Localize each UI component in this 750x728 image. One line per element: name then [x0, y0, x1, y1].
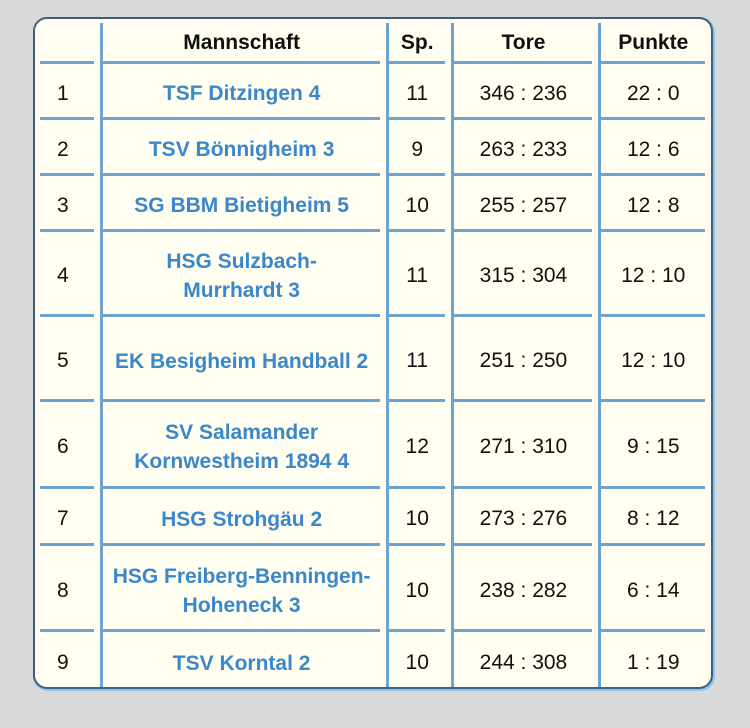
goals-cell: 273 : 276	[451, 489, 593, 546]
header-games: Sp.	[385, 23, 446, 64]
points-cell: 22 : 0	[598, 64, 705, 120]
goals-cell: 238 : 282	[451, 546, 593, 632]
points-cell: 8 : 12	[598, 489, 705, 546]
table-row: 1 TSF Ditzingen 4 11 346 : 236 22 : 0	[40, 64, 705, 120]
goals-cell: 271 : 310	[451, 402, 593, 489]
table-row: 2 TSV Bönnigheim 3 9 263 : 233 12 : 6	[40, 120, 705, 176]
standings-table: Mannschaft Sp. Tore Punkte 1 TSF Ditzing…	[35, 23, 711, 687]
games-cell: 10	[385, 632, 445, 687]
games-cell: 10	[385, 489, 446, 546]
table-row: 4 HSG Sulzbach-Murrhardt 3 11 315 : 304 …	[40, 232, 705, 317]
rank-cell: 7	[40, 489, 95, 546]
points-cell: 12 : 10	[598, 232, 705, 317]
rank-cell: 9	[57, 651, 69, 674]
table-row: 8 HSG Freiberg-Benningen-Hoheneck 3 10 2…	[40, 546, 705, 632]
team-link[interactable]: TSV Korntal 2	[100, 632, 380, 687]
goals-cell: 244 : 308	[451, 632, 592, 687]
points-cell: 12 : 10	[598, 317, 705, 402]
points-cell: 12 : 8	[598, 176, 705, 232]
team-link[interactable]: EK Besigheim Handball 2	[100, 317, 380, 402]
goals-cell: 315 : 304	[451, 232, 593, 317]
rank-cell: 5	[40, 317, 95, 402]
rank-cell: 8	[40, 546, 95, 632]
rank-cell: 3	[40, 176, 95, 232]
goals-cell: 346 : 236	[451, 64, 593, 120]
table-row: 7 HSG Strohgäu 2 10 273 : 276 8 : 12	[40, 489, 705, 546]
games-cell: 11	[385, 64, 446, 120]
games-cell: 10	[385, 176, 446, 232]
rank-cell: 1	[40, 64, 95, 120]
rank-cell: 2	[40, 120, 95, 176]
team-link[interactable]: SV Salamander Kornwestheim 1894 4	[100, 402, 380, 489]
team-link[interactable]: HSG Sulzbach-Murrhardt 3	[100, 232, 380, 317]
table-row: 3 SG BBM Bietigheim 5 10 255 : 257 12 : …	[40, 176, 705, 232]
standings-panel: Mannschaft Sp. Tore Punkte 1 TSF Ditzing…	[33, 17, 713, 689]
team-link[interactable]: HSG Strohgäu 2	[100, 489, 380, 546]
team-link[interactable]: TSV Bönnigheim 3	[100, 120, 380, 176]
header-goals: Tore	[451, 23, 593, 64]
team-link[interactable]: HSG Freiberg-Benningen-Hoheneck 3	[100, 546, 380, 632]
goals-cell: 263 : 233	[451, 120, 593, 176]
rank-cell: 4	[40, 232, 95, 317]
games-cell: 11	[385, 317, 446, 402]
table-row: 6 SV Salamander Kornwestheim 1894 4 12 2…	[40, 402, 705, 489]
header-points: Punkte	[598, 23, 705, 64]
team-link[interactable]: TSF Ditzingen 4	[100, 64, 380, 120]
goals-cell: 255 : 257	[451, 176, 593, 232]
games-cell: 10	[385, 546, 446, 632]
team-link[interactable]: SG BBM Bietigheim 5	[100, 176, 380, 232]
rank-cell: 6	[40, 402, 95, 489]
table-row: 9 TSV Korntal 2 10 244 : 308 1 : 19	[40, 632, 705, 687]
goals-cell: 251 : 250	[451, 317, 593, 402]
points-cell: 12 : 6	[598, 120, 705, 176]
table-row: 5 EK Besigheim Handball 2 11 251 : 250 1…	[40, 317, 705, 402]
games-cell: 9	[385, 120, 446, 176]
header-row: Mannschaft Sp. Tore Punkte	[40, 23, 705, 64]
games-cell: 11	[385, 232, 446, 317]
points-cell: 9 : 15	[598, 402, 705, 489]
header-rank	[40, 23, 95, 64]
points-cell: 1 : 19	[598, 632, 705, 687]
games-cell: 12	[385, 402, 446, 489]
header-team: Mannschaft	[100, 23, 380, 64]
points-cell: 6 : 14	[598, 546, 705, 632]
